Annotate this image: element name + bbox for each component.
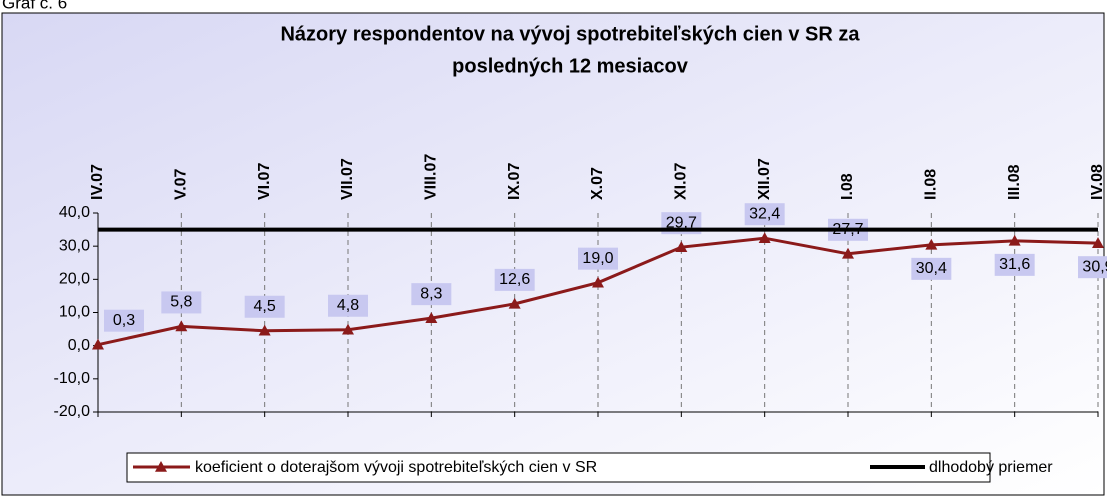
data-point [1008, 234, 1021, 246]
data-point [342, 323, 354, 335]
data-point [925, 238, 938, 250]
x-tick-label: IV.08 [1089, 164, 1106, 200]
data-point [592, 276, 604, 288]
data-point [92, 338, 104, 350]
data-point [425, 312, 438, 323]
legend-label: dlhodobý priemer [929, 459, 1053, 476]
chart-title: posledných 12 mesiacov [452, 55, 689, 77]
data-label-bg [161, 291, 202, 314]
chart-frame [1, 12, 1105, 496]
legend-label: koeficient o doterajšom vývoji spotrebit… [195, 459, 597, 476]
y-tick-label: -10,0 [54, 370, 91, 387]
data-point [508, 297, 521, 309]
x-tick-label: VI.07 [256, 163, 273, 200]
data-label-bg [494, 268, 535, 291]
data-label-bg [411, 283, 452, 306]
data-label: 31,6 [999, 256, 1030, 273]
y-tick-label: 20,0 [59, 271, 90, 288]
data-point [1092, 237, 1104, 248]
x-tick-label: IX.07 [506, 163, 523, 200]
y-tick-label: 40,0 [59, 204, 90, 221]
x-tick-label: I.08 [839, 173, 856, 200]
x-tick-label: IV.07 [89, 164, 106, 200]
data-label-bg [744, 203, 785, 226]
x-tick-label: XII.07 [756, 158, 773, 200]
chart-title: Názory respondentov na vývoj spotrebiteľ… [280, 23, 860, 45]
data-label: 5,8 [170, 294, 192, 311]
data-label: 4,8 [337, 297, 359, 314]
x-tick-label: VII.07 [339, 158, 356, 200]
data-point [758, 232, 771, 244]
data-label: 4,5 [254, 298, 276, 315]
data-label: 0,3 [113, 312, 135, 329]
data-label-bg [244, 295, 285, 318]
data-label: 29,7 [666, 214, 697, 231]
data-label-bg [1078, 256, 1107, 279]
x-tick-label: III.08 [1006, 164, 1023, 200]
x-tick-label: VIII.07 [423, 154, 440, 200]
data-label-bg [911, 257, 952, 280]
legend-box [126, 452, 991, 483]
data-label: 32,4 [749, 205, 780, 222]
data-label-bg [994, 253, 1035, 276]
data-point [175, 320, 188, 332]
data-label: 30,9 [1082, 258, 1107, 275]
x-tick-label: X.07 [589, 167, 606, 200]
y-tick-label: 30,0 [59, 237, 90, 254]
y-tick-label: -20,0 [54, 403, 91, 420]
caption: Graf č. 6 [2, 0, 67, 12]
data-point [842, 247, 854, 259]
data-label-bg [578, 247, 618, 270]
y-tick-label: 0,0 [68, 337, 90, 354]
data-label: 12,6 [499, 271, 530, 288]
data-label-bg [104, 309, 144, 332]
data-label: 30,4 [916, 260, 947, 277]
data-point [258, 324, 271, 336]
x-tick-label: V.07 [173, 168, 190, 200]
x-tick-label: XI.07 [673, 163, 690, 200]
legend-marker [155, 461, 167, 472]
x-tick-label: II.08 [923, 169, 940, 200]
data-label: 19,0 [582, 250, 613, 267]
data-point [675, 241, 688, 252]
y-tick-label: 10,0 [59, 304, 90, 321]
data-label: 8,3 [420, 285, 442, 302]
data-label-bg [328, 294, 368, 317]
